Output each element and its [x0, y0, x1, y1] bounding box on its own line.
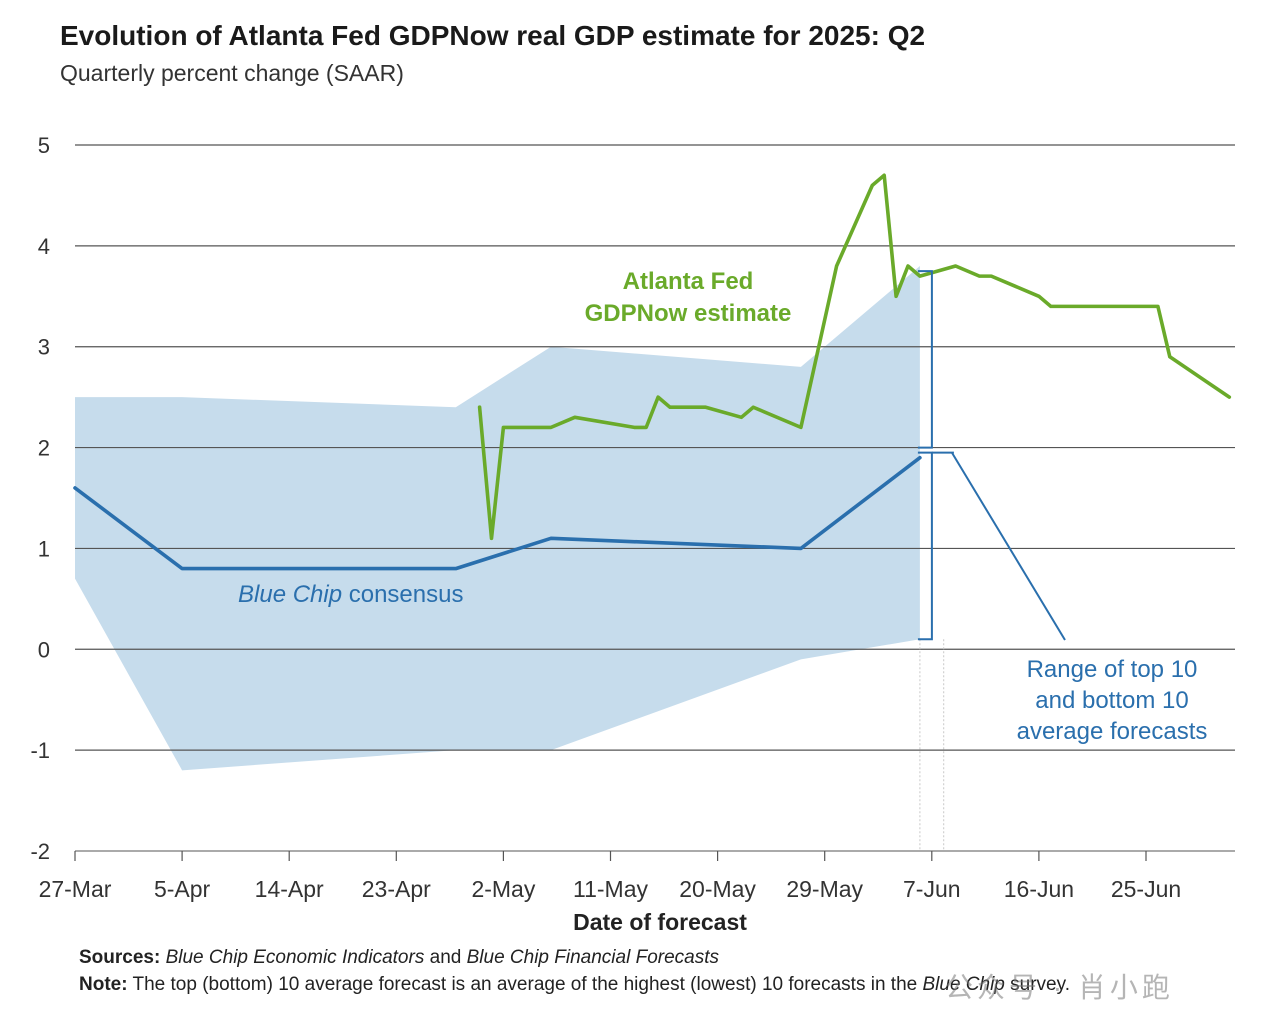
x-tick-label: 7-Jun	[903, 876, 961, 902]
x-tick-label: 25-Jun	[1111, 876, 1181, 902]
sources-and: and	[424, 947, 467, 968]
y-tick-label: 1	[38, 536, 50, 561]
range-leader-line	[951, 452, 1066, 641]
y-tick-label: 4	[38, 234, 50, 259]
note-end: survey.	[1004, 974, 1070, 995]
range-bracket-upper	[917, 270, 933, 449]
annotation-range-line3: average forecasts	[1017, 718, 1208, 745]
x-tick-label: 16-Jun	[1004, 876, 1074, 902]
x-tick-label: 14-Apr	[255, 876, 324, 902]
forecast-range-band	[75, 266, 920, 771]
y-tick-label: 5	[38, 133, 50, 158]
annotation-gdpnow-line1: Atlanta Fed	[623, 268, 754, 295]
annotation-range-line1: Range of top 10	[1027, 656, 1198, 683]
y-tick-label: -1	[30, 738, 50, 763]
note-italic: Blue Chip	[922, 974, 1005, 995]
sources-label: Sources:	[79, 947, 161, 968]
y-tick-label: -2	[30, 839, 50, 864]
series-gdpnow-estimate	[477, 173, 1232, 541]
annotation-gdpnow-line2: GDPNow estimate	[585, 300, 792, 327]
line-chart: 5 4 3 2 1 0 -1 -2 27-Mar 5-Apr 14-Apr 23-Apr 2-May 11…	[30, 133, 1235, 935]
x-axis-label: Date of forecast	[573, 909, 747, 935]
watermark: 公众号 · 肖小跑	[945, 972, 1174, 1003]
note-text: The top (bottom) 10 average forecast is …	[127, 974, 923, 995]
y-tick-label: 2	[38, 436, 50, 461]
x-tick-label: 2-May	[471, 876, 535, 902]
series-bluechip-consensus	[73, 455, 922, 571]
x-tick-label: 29-May	[786, 876, 863, 902]
x-tick-label: 23-Apr	[362, 876, 431, 902]
annotation-bluechip: Blue Chip consensus	[238, 581, 463, 608]
sources-publication-1: Blue Chip Economic Indicators	[165, 947, 425, 968]
x-tick-label: 27-Mar	[39, 876, 112, 902]
x-tick-label: 5-Apr	[154, 876, 211, 902]
chart-subtitle: Quarterly percent change (SAAR)	[60, 60, 404, 86]
range-bracket-lower	[917, 451, 933, 641]
sources-line: Sources: Blue Chip Economic Indicators a…	[79, 944, 1199, 971]
y-tick-label: 3	[38, 335, 50, 360]
note-line: Note: The top (bottom) 10 average foreca…	[79, 971, 1199, 998]
annotation-bluechip-italic: Blue Chip	[238, 581, 342, 608]
y-tick-label: 0	[38, 637, 50, 662]
chart-title: Evolution of Atlanta Fed GDPNow real GDP…	[60, 20, 926, 51]
x-tick-label: 20-May	[679, 876, 756, 902]
note-label: Note:	[79, 974, 128, 995]
sources-publication-2: Blue Chip Financial Forecasts	[466, 947, 719, 968]
annotation-range-line2: and bottom 10	[1035, 687, 1188, 714]
x-tick-label: 11-May	[573, 876, 648, 902]
chart-footer: Sources: Blue Chip Economic Indicators a…	[79, 944, 1199, 998]
annotation-bluechip-rest: consensus	[342, 581, 463, 608]
